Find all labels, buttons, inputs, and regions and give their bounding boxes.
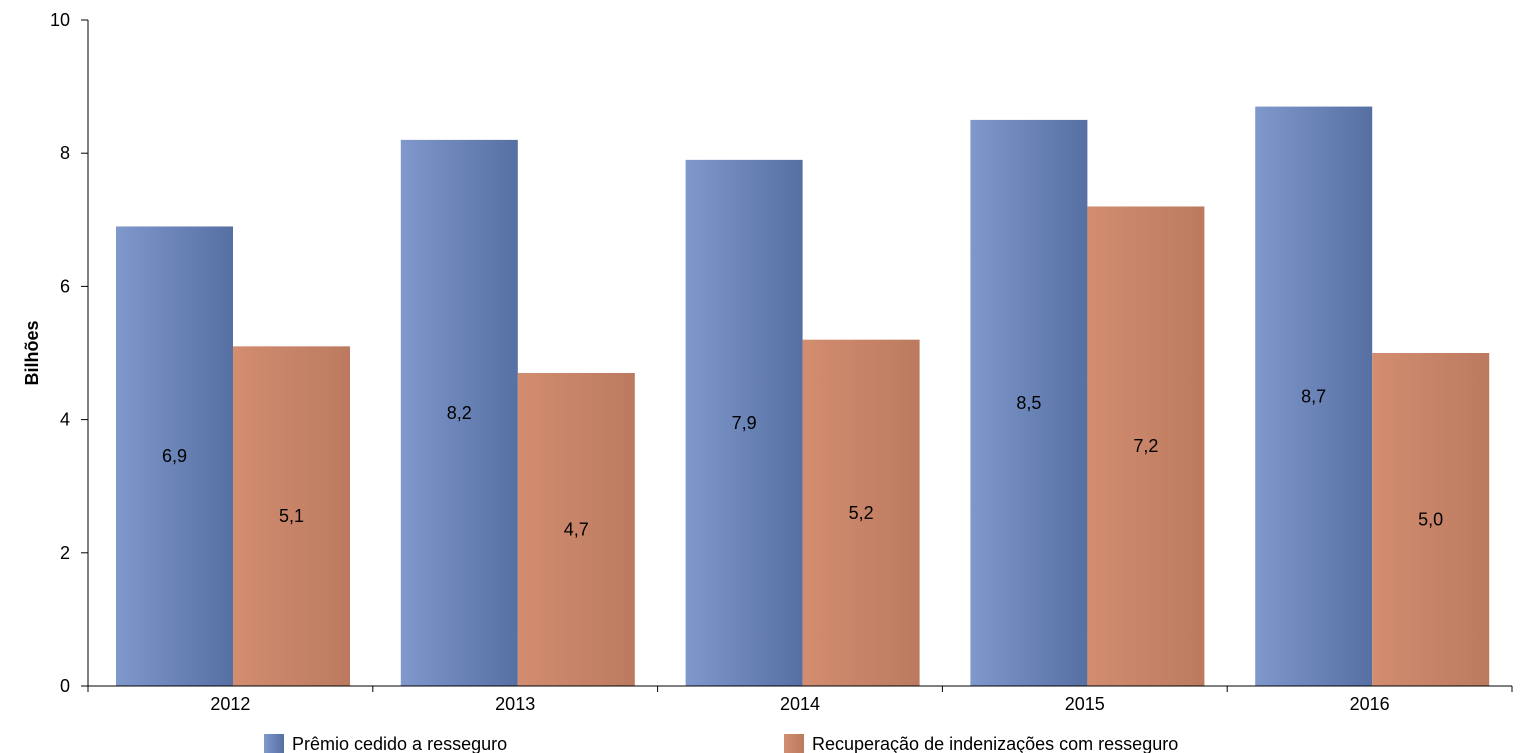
legend-swatch <box>784 734 804 753</box>
x-tick-label: 2015 <box>1065 694 1105 714</box>
data-label: 8,2 <box>447 403 472 423</box>
data-label: 8,7 <box>1301 386 1326 406</box>
legend-swatch <box>264 734 284 753</box>
legend: Prêmio cedido a resseguro Recuperação de … <box>264 734 1178 753</box>
y-tick-label: 6 <box>60 276 70 296</box>
bar-premio-2013 <box>400 139 518 686</box>
bar-recuperacao-2016 <box>1372 353 1490 686</box>
data-label: 8,5 <box>1016 393 1041 413</box>
data-labels-group: 6,9 5,1 8,2 4,7 7,9 5,2 8,5 7,2 8,7 5,0 <box>162 386 1443 539</box>
x-tick-label: 2012 <box>210 694 250 714</box>
data-label: 5,0 <box>1418 510 1443 530</box>
bars-group <box>116 106 1490 687</box>
bar-recuperacao-2015 <box>1087 206 1205 687</box>
bar-premio-2016 <box>1255 106 1373 686</box>
data-label: 5,1 <box>279 506 304 526</box>
y-axis-title: Bilhões <box>22 320 42 385</box>
data-label: 7,2 <box>1133 436 1158 456</box>
axes-group <box>87 20 1512 687</box>
y-tick-label: 0 <box>60 676 70 696</box>
bar-premio-2014 <box>685 159 803 687</box>
data-label: 7,9 <box>732 413 757 433</box>
x-tick-label: 2016 <box>1350 694 1390 714</box>
data-label: 4,7 <box>564 519 589 539</box>
data-label: 6,9 <box>162 446 187 466</box>
y-ticks-group: 0 2 4 6 8 10 <box>50 10 88 696</box>
data-label: 5,2 <box>849 503 874 523</box>
bar-premio-2012 <box>116 226 233 686</box>
legend-label: Recuperação de indenizações com ressegur… <box>812 734 1178 753</box>
y-tick-label: 10 <box>50 10 70 30</box>
bar-recuperacao-2012 <box>233 346 350 686</box>
y-tick-label: 4 <box>60 410 70 430</box>
bar-recuperacao-2013 <box>517 372 635 686</box>
y-tick-label: 2 <box>60 543 70 563</box>
legend-label: Prêmio cedido a resseguro <box>292 734 507 753</box>
x-ticks-group: 2012 2013 2014 2015 2016 <box>87 686 1513 714</box>
y-tick-label: 8 <box>60 143 70 163</box>
bar-recuperacao-2014 <box>802 339 920 686</box>
x-tick-label: 2014 <box>780 694 820 714</box>
bar-premio-2015 <box>970 119 1088 686</box>
x-tick-label: 2013 <box>495 694 535 714</box>
